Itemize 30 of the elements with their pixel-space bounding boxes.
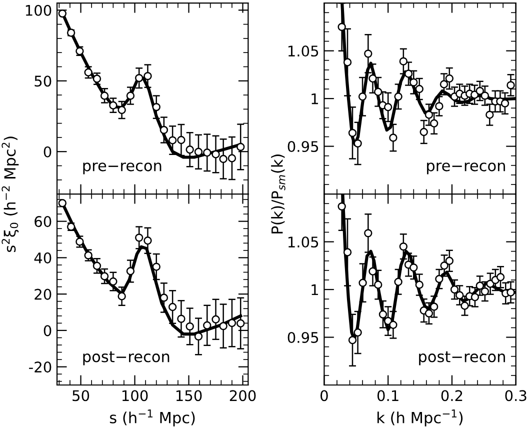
y-tick-label: -20 — [29, 362, 52, 373]
x-tick-label: 0 — [320, 390, 328, 402]
y-tick-label: 40 — [34, 252, 52, 264]
y-tick-label: 60 — [34, 216, 52, 228]
y-tick-label: 0.95 — [288, 332, 318, 344]
y-tick-label: 0 — [44, 146, 52, 158]
y-tick-label: 1 — [312, 284, 318, 296]
y-tick-label: 0.95 — [288, 141, 318, 152]
y-tick-label: 0 — [44, 325, 52, 336]
y-tick-label: 100 — [26, 4, 52, 16]
x-axis-title: s (h$^{−1}$ Mpc) — [110, 410, 195, 426]
x-tick-label: 0.2 — [441, 390, 462, 402]
x-axis-title: k (h Mpc$^{−1}$) — [377, 410, 463, 426]
x-tick-label: 0.1 — [377, 390, 398, 402]
y-tick-label: 50 — [34, 76, 52, 87]
annotation: pre−recon — [83, 162, 162, 174]
x-tick-label: 100 — [122, 390, 148, 402]
x-tick-label: 200 — [230, 390, 256, 402]
y-tick-label: 1.05 — [288, 236, 318, 248]
annotation: post−recon — [83, 351, 170, 366]
y-tick-label: 20 — [34, 288, 52, 300]
annotation: pre−recon — [427, 162, 505, 174]
x-tick-label: 0.3 — [505, 390, 526, 402]
y-tick-label: 1 — [312, 93, 318, 104]
text: s$^{2}$ξ$_{0}$ (h$^{−2}$ Mpc$^{2}$) — [2, 136, 19, 252]
y-axis-title: P(k)/P$_{sm}$(k) — [271, 154, 286, 234]
annotation: post−recon — [419, 351, 505, 366]
x-tick-label: 50 — [72, 390, 90, 402]
x-tick-label: 150 — [176, 390, 202, 402]
y-tick-label: 1.05 — [288, 46, 318, 57]
